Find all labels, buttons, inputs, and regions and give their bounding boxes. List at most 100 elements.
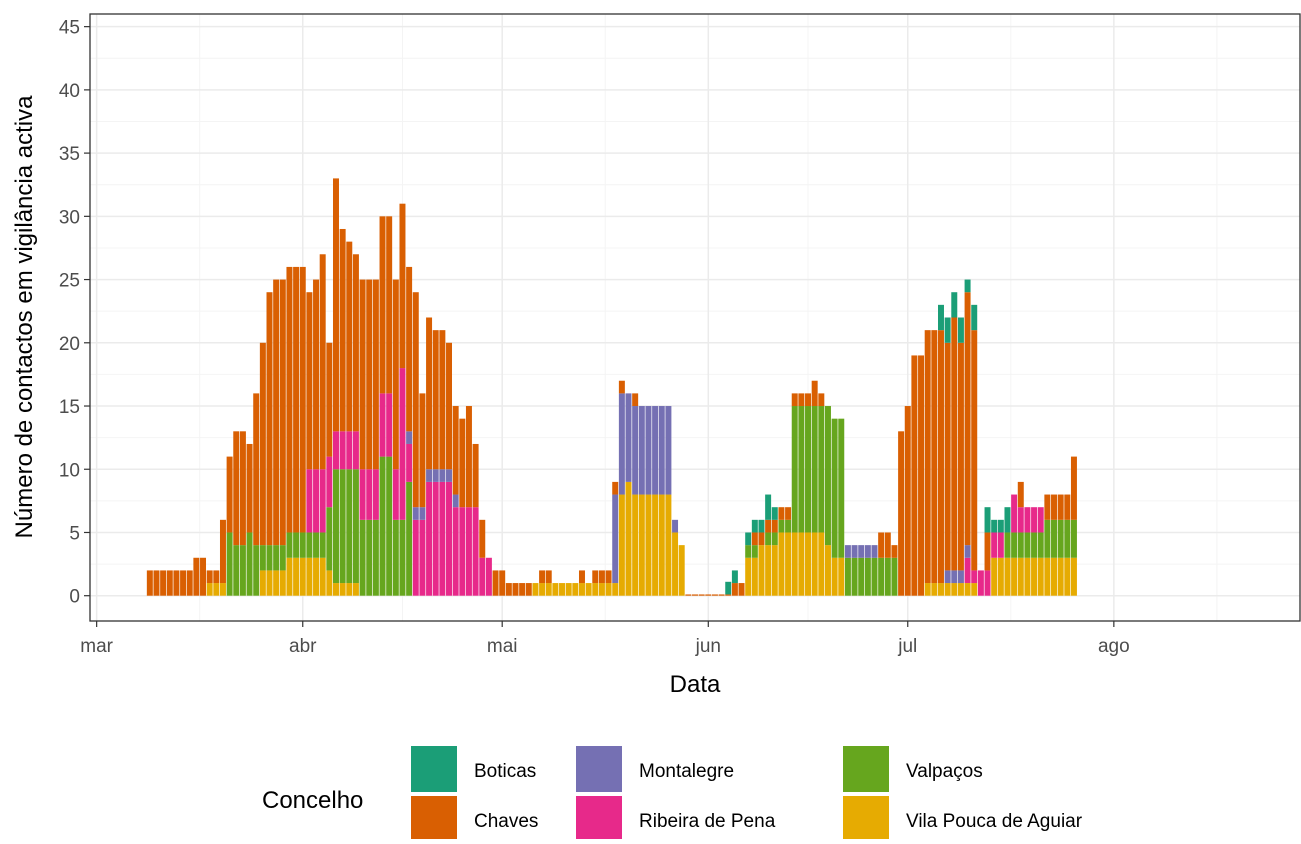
- legend: Concelho Boticas Chaves Montalegre Ribeira …: [262, 746, 1083, 842]
- bar-segment: [505, 583, 512, 596]
- bar-segment: [193, 557, 200, 596]
- bar-segment: [964, 583, 971, 596]
- legend-swatch: [576, 796, 622, 842]
- bar-segment: [1037, 557, 1044, 596]
- bar-segment: [419, 519, 426, 596]
- bar-segment: [818, 532, 825, 596]
- bar-segment: [612, 481, 619, 495]
- bar-segment: [266, 545, 273, 571]
- bar-segment: [306, 292, 313, 470]
- y-tick-label: 15: [59, 397, 80, 418]
- bar-segment: [366, 469, 373, 520]
- bar-segment: [1044, 557, 1051, 596]
- bar-segment: [452, 494, 459, 508]
- bar-segment: [997, 557, 1004, 596]
- bar-segment: [266, 570, 273, 596]
- bar-segment: [778, 519, 785, 533]
- bar-segment: [725, 581, 732, 595]
- bar-segment: [738, 583, 745, 596]
- legend-title: Concelho: [262, 787, 363, 814]
- bar-segment: [1044, 494, 1051, 520]
- bar-segment: [525, 583, 532, 596]
- bar-segment: [1057, 557, 1064, 596]
- bar-segment: [818, 393, 825, 407]
- bar-segment: [392, 279, 399, 470]
- bar-segment: [598, 570, 605, 584]
- bar-segment: [891, 545, 898, 558]
- bar-segment: [419, 393, 426, 508]
- bar-segment: [971, 583, 978, 596]
- bar-segment: [745, 557, 752, 596]
- y-tick-label: 5: [69, 523, 80, 544]
- bar-segment: [751, 545, 758, 558]
- bar-segment: [372, 469, 379, 520]
- bar-segment: [399, 368, 406, 520]
- bar-segment: [439, 330, 446, 470]
- bar-segment: [598, 583, 605, 596]
- bar-segment: [658, 494, 665, 596]
- bar-segment: [239, 545, 246, 596]
- bar-segment: [1017, 557, 1024, 596]
- bar-segment: [479, 519, 486, 558]
- bar-segment: [997, 532, 1004, 558]
- bar-segment: [971, 304, 978, 331]
- bar-segment: [419, 507, 426, 520]
- bar-segment: [412, 507, 419, 520]
- bar-segment: [352, 583, 359, 596]
- bar-segment: [339, 469, 346, 584]
- bar-segment: [751, 557, 758, 596]
- bar-segment: [166, 570, 173, 596]
- bar-segment: [465, 507, 472, 596]
- bar-segment: [446, 342, 452, 470]
- bar-segment: [991, 532, 998, 558]
- bar-segment: [578, 583, 585, 596]
- bar-segment: [339, 583, 346, 596]
- bar-segment: [286, 266, 293, 533]
- x-tick-label: mar: [80, 636, 113, 657]
- bar-segment: [1064, 557, 1071, 596]
- bar-segment: [1037, 507, 1044, 533]
- bar-segment: [186, 570, 193, 596]
- legend-swatch: [843, 796, 889, 842]
- y-tick-label: 35: [59, 144, 80, 165]
- bar-segment: [146, 570, 153, 596]
- x-tick-label: jul: [897, 636, 917, 657]
- bar-segment: [319, 557, 326, 596]
- bar-segment: [439, 469, 446, 482]
- bar-segment: [299, 266, 306, 533]
- bar-segment: [406, 431, 413, 444]
- bar-segment: [938, 304, 944, 331]
- bar-segment: [1057, 494, 1064, 520]
- bar-segment: [432, 481, 439, 596]
- bar-segment: [279, 545, 286, 571]
- bar-segment: [306, 557, 313, 596]
- bar-segment: [1017, 507, 1024, 533]
- bar-segment: [957, 583, 964, 596]
- bar-segment: [1057, 519, 1064, 558]
- bar-segment: [465, 406, 472, 508]
- bar-segment: [313, 279, 320, 470]
- x-tick-label: ago: [1098, 636, 1130, 657]
- bar-segment: [1070, 557, 1077, 596]
- bar-segment: [811, 380, 818, 407]
- bar-segment: [984, 507, 991, 533]
- bar-segment: [545, 583, 552, 596]
- bar-segment: [951, 583, 958, 596]
- bar-segment: [1051, 494, 1057, 520]
- bar-segment: [293, 532, 300, 558]
- bar-segment: [1011, 532, 1018, 558]
- x-tick-label: jun: [695, 636, 721, 657]
- bar-segment: [352, 254, 359, 432]
- y-tick-label: 40: [59, 81, 80, 102]
- bar-segment: [711, 594, 718, 596]
- bar-segment: [352, 469, 359, 584]
- bar-segment: [658, 406, 665, 495]
- bar-segment: [818, 406, 825, 533]
- bar-segment: [984, 570, 991, 596]
- bar-segment: [399, 203, 406, 369]
- bar-segment: [499, 570, 506, 596]
- bar-segment: [372, 279, 379, 470]
- bar-segment: [572, 583, 579, 596]
- bar-segment: [1011, 557, 1018, 596]
